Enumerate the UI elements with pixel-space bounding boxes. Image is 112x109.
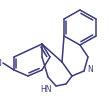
Text: N: N [86, 66, 92, 74]
Text: Cl: Cl [0, 59, 2, 67]
Text: HN: HN [40, 85, 51, 94]
